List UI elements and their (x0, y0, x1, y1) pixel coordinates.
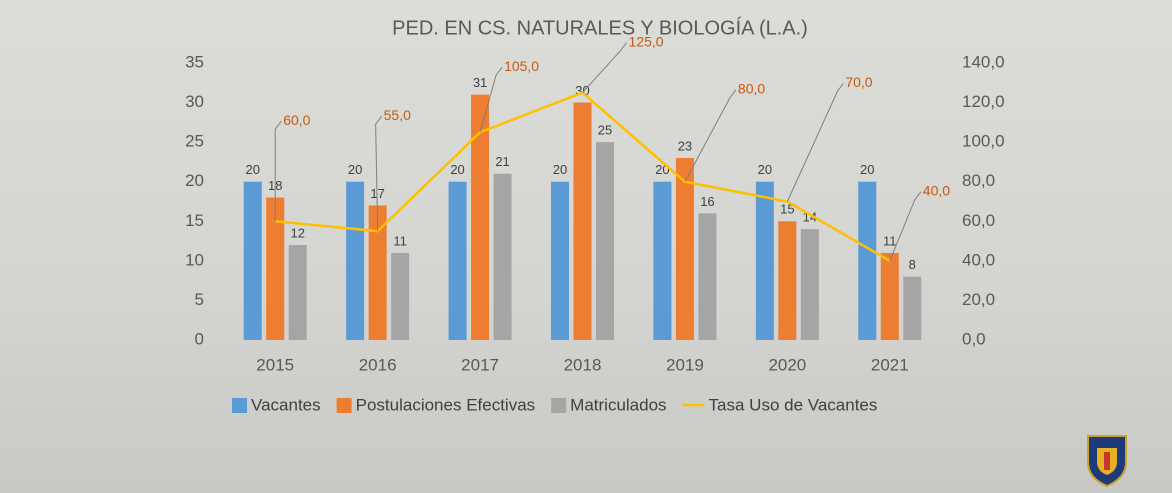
line-data-label: 55,0 (384, 107, 411, 123)
data-label: 16 (700, 194, 714, 209)
data-label: 11 (883, 233, 897, 248)
y2-tick-label: 60,0 (962, 211, 995, 230)
data-label: 20 (655, 162, 669, 177)
bar (903, 277, 921, 340)
bar (244, 182, 262, 340)
legend-swatch (232, 398, 247, 413)
y2-tick-label: 100,0 (962, 132, 1005, 151)
y2-tick-label: 80,0 (962, 171, 995, 190)
bar (494, 174, 512, 340)
data-label: 12 (290, 225, 304, 240)
data-label: 20 (860, 162, 874, 177)
x-tick-label: 2017 (461, 355, 499, 374)
y2-tick-label: 0,0 (962, 329, 986, 348)
line-data-label: 125,0 (629, 33, 664, 49)
x-tick-label: 2016 (359, 355, 397, 374)
bar (858, 182, 876, 340)
x-tick-label: 2020 (768, 355, 806, 374)
bar (391, 253, 409, 340)
y-tick-label: 10 (185, 250, 204, 269)
y-tick-label: 25 (185, 132, 204, 151)
data-label: 20 (450, 162, 464, 177)
y-tick-label: 5 (195, 290, 204, 309)
data-label: 21 (495, 154, 509, 169)
legend-swatch (337, 398, 352, 413)
bar (551, 182, 569, 340)
bar (596, 142, 614, 340)
bar (778, 221, 796, 340)
legend-label: Postulaciones Efectivas (356, 395, 536, 414)
bar (346, 182, 364, 340)
y-tick-label: 35 (185, 52, 204, 71)
data-label: 25 (598, 123, 612, 138)
bar (801, 229, 819, 340)
bar (574, 103, 592, 340)
bar (881, 253, 899, 340)
x-tick-label: 2021 (871, 355, 909, 374)
line-data-label: 80,0 (738, 80, 765, 96)
data-label: 17 (370, 186, 384, 201)
bar (289, 245, 307, 340)
data-label: 31 (473, 75, 487, 90)
y2-tick-label: 20,0 (962, 290, 995, 309)
y-tick-label: 15 (185, 211, 204, 230)
chart-title: PED. EN CS. NATURALES Y BIOLOGÍA (L.A.) (392, 16, 808, 39)
data-label: 8 (909, 257, 916, 272)
data-label: 20 (553, 162, 567, 177)
y-tick-label: 30 (185, 92, 204, 111)
bar (449, 182, 467, 340)
line-data-label: 60,0 (283, 112, 310, 128)
data-label: 11 (393, 233, 407, 248)
data-label: 20 (245, 162, 259, 177)
chart: PED. EN CS. NATURALES Y BIOLOGÍA (L.A.) … (0, 0, 1172, 493)
data-label: 23 (678, 138, 692, 153)
bar (676, 158, 694, 340)
legend-label: Tasa Uso de Vacantes (709, 395, 878, 414)
line-data-label: 40,0 (923, 183, 950, 199)
y2-tick-label: 40,0 (962, 250, 995, 269)
y-tick-label: 0 (195, 329, 204, 348)
bar (653, 182, 671, 340)
data-label: 20 (758, 162, 772, 177)
y2-tick-label: 120,0 (962, 92, 1005, 111)
bar (698, 213, 716, 340)
y-tick-label: 20 (185, 171, 204, 190)
line-data-label: 105,0 (504, 58, 539, 74)
logo (1088, 436, 1126, 486)
legend-label: Vacantes (251, 395, 321, 414)
data-label: 20 (348, 162, 362, 177)
x-tick-label: 2019 (666, 355, 704, 374)
y2-tick-label: 140,0 (962, 52, 1005, 71)
bar (756, 182, 774, 340)
legend-swatch (551, 398, 566, 413)
x-tick-label: 2018 (564, 355, 602, 374)
legend-label: Matriculados (570, 395, 666, 414)
x-tick-label: 2015 (256, 355, 294, 374)
line-data-label: 70,0 (845, 74, 872, 90)
